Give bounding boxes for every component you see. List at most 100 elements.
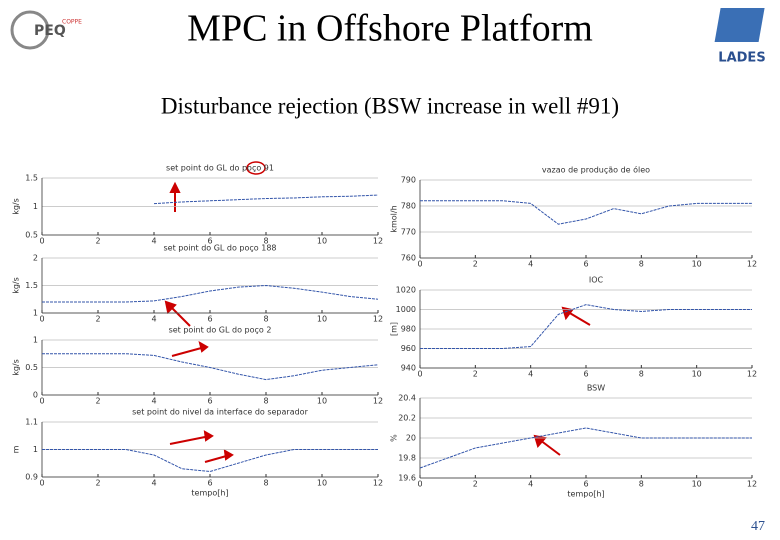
highlight-circle xyxy=(246,161,266,175)
x-tick-label: 4 xyxy=(151,315,156,324)
y-tick-label: 0 xyxy=(33,391,38,400)
x-tick-label: 0 xyxy=(417,370,422,379)
chart-title: BSW xyxy=(587,384,605,393)
y-tick-label: 19.8 xyxy=(398,454,416,463)
y-tick-label: 20.4 xyxy=(398,394,416,403)
y-tick-label: 0.5 xyxy=(25,363,38,372)
y-tick-label: 0.5 xyxy=(25,231,38,240)
series-line xyxy=(420,200,752,225)
y-tick-label: 1 xyxy=(33,445,38,454)
x-tick-label: 0 xyxy=(39,479,44,488)
y-axis-label: m xyxy=(12,445,21,453)
y-tick-label: 790 xyxy=(401,176,416,185)
x-tick-label: 2 xyxy=(95,237,100,246)
slide-title: MPC in Offshore Platform xyxy=(187,8,593,50)
x-tick-label: 4 xyxy=(151,237,156,246)
series-line xyxy=(153,194,379,205)
x-tick-label: 6 xyxy=(583,480,588,489)
x-tick-label: 8 xyxy=(263,237,268,246)
x-tick-label: 4 xyxy=(528,370,533,379)
x-tick-label: 2 xyxy=(95,315,100,324)
chart-title: IOC xyxy=(589,276,604,285)
x-tick-label: 4 xyxy=(528,480,533,489)
y-axis-label: [m] xyxy=(390,322,399,336)
y-tick-label: 1 xyxy=(33,309,38,318)
x-tick-label: 8 xyxy=(263,315,268,324)
x-tick-label: 6 xyxy=(207,315,212,324)
logo-right-grid xyxy=(714,8,765,42)
x-tick-label: 12 xyxy=(373,479,383,488)
logo-left-small: COPPE xyxy=(62,19,82,26)
y-axis-label: kmol/h xyxy=(390,205,399,232)
x-tick-label: 2 xyxy=(473,480,478,489)
x-tick-label: 2 xyxy=(95,479,100,488)
x-tick-label: 4 xyxy=(151,479,156,488)
y-tick-label: 1.1 xyxy=(25,418,38,427)
arrows xyxy=(164,181,591,463)
x-tick-label: 12 xyxy=(373,315,383,324)
y-tick-label: 760 xyxy=(401,254,416,263)
y-tick-label: 1.5 xyxy=(25,281,38,290)
x-tick-label: 10 xyxy=(692,370,702,379)
y-tick-label: 940 xyxy=(401,364,416,373)
x-tick-label: 8 xyxy=(263,479,268,488)
y-tick-label: 1 xyxy=(33,336,38,345)
chart-title: set point do nivel da interface do separ… xyxy=(132,408,308,417)
x-tick-label: 10 xyxy=(692,480,702,489)
chart-title: set point do GL do poço 2 xyxy=(169,326,272,335)
logo-left: PEQ xyxy=(34,23,66,39)
y-axis-label: kg/s xyxy=(12,277,21,294)
y-axis-label: kg/s xyxy=(12,198,21,215)
x-tick-label: 8 xyxy=(639,370,644,379)
y-tick-label: 960 xyxy=(401,344,416,353)
x-tick-label: 0 xyxy=(417,260,422,269)
x-tick-label: 12 xyxy=(373,237,383,246)
y-tick-label: 20.2 xyxy=(398,414,416,423)
chart-title: set point do GL do poço 91 xyxy=(166,164,274,173)
x-tick-label: 6 xyxy=(207,237,212,246)
x-tick-label: 0 xyxy=(39,237,44,246)
x-tick-label: 0 xyxy=(39,397,44,406)
chart-title: set point do GL do poço 188 xyxy=(163,244,276,253)
y-tick-label: 0.9 xyxy=(25,473,38,482)
x-tick-label: 12 xyxy=(373,397,383,406)
y-tick-label: 19.6 xyxy=(398,474,416,483)
x-tick-label: 10 xyxy=(317,237,327,246)
x-tick-label: 12 xyxy=(747,370,757,379)
series-line xyxy=(419,427,752,469)
x-tick-label: 12 xyxy=(747,260,757,269)
x-tick-label: 2 xyxy=(473,370,478,379)
y-tick-label: 780 xyxy=(401,202,416,211)
logo-ring xyxy=(10,10,50,50)
y-tick-label: 980 xyxy=(401,325,416,334)
y-tick-label: 770 xyxy=(401,228,416,237)
series-line xyxy=(42,353,379,381)
chart-title: vazao de produção de óleo xyxy=(542,165,650,175)
x-tick-label: 6 xyxy=(583,370,588,379)
x-tick-label: 0 xyxy=(417,480,422,489)
x-tick-label: 6 xyxy=(583,260,588,269)
logo-right: LADES xyxy=(718,51,765,66)
x-tick-label: 10 xyxy=(317,479,327,488)
slide-subtitle: Disturbance rejection (BSW increase in w… xyxy=(161,93,619,118)
x-tick-label: 2 xyxy=(95,397,100,406)
x-axis-label: tempo[h] xyxy=(567,490,604,499)
x-tick-label: 8 xyxy=(639,480,644,489)
y-tick-label: 1000 xyxy=(396,305,416,314)
x-tick-label: 12 xyxy=(747,480,757,489)
page-number: 47 xyxy=(751,519,765,534)
y-tick-label: 1 xyxy=(33,202,38,211)
x-tick-label: 2 xyxy=(473,260,478,269)
x-tick-label: 10 xyxy=(317,315,327,324)
x-tick-label: 0 xyxy=(39,315,44,324)
x-tick-label: 10 xyxy=(317,397,327,406)
x-axis-label: tempo[h] xyxy=(191,489,228,498)
series-line xyxy=(420,304,752,349)
x-tick-label: 10 xyxy=(692,260,702,269)
x-tick-label: 8 xyxy=(263,397,268,406)
x-tick-label: 8 xyxy=(639,260,644,269)
y-tick-label: 1.5 xyxy=(25,174,38,183)
y-axis-label: kg/s xyxy=(12,359,21,376)
